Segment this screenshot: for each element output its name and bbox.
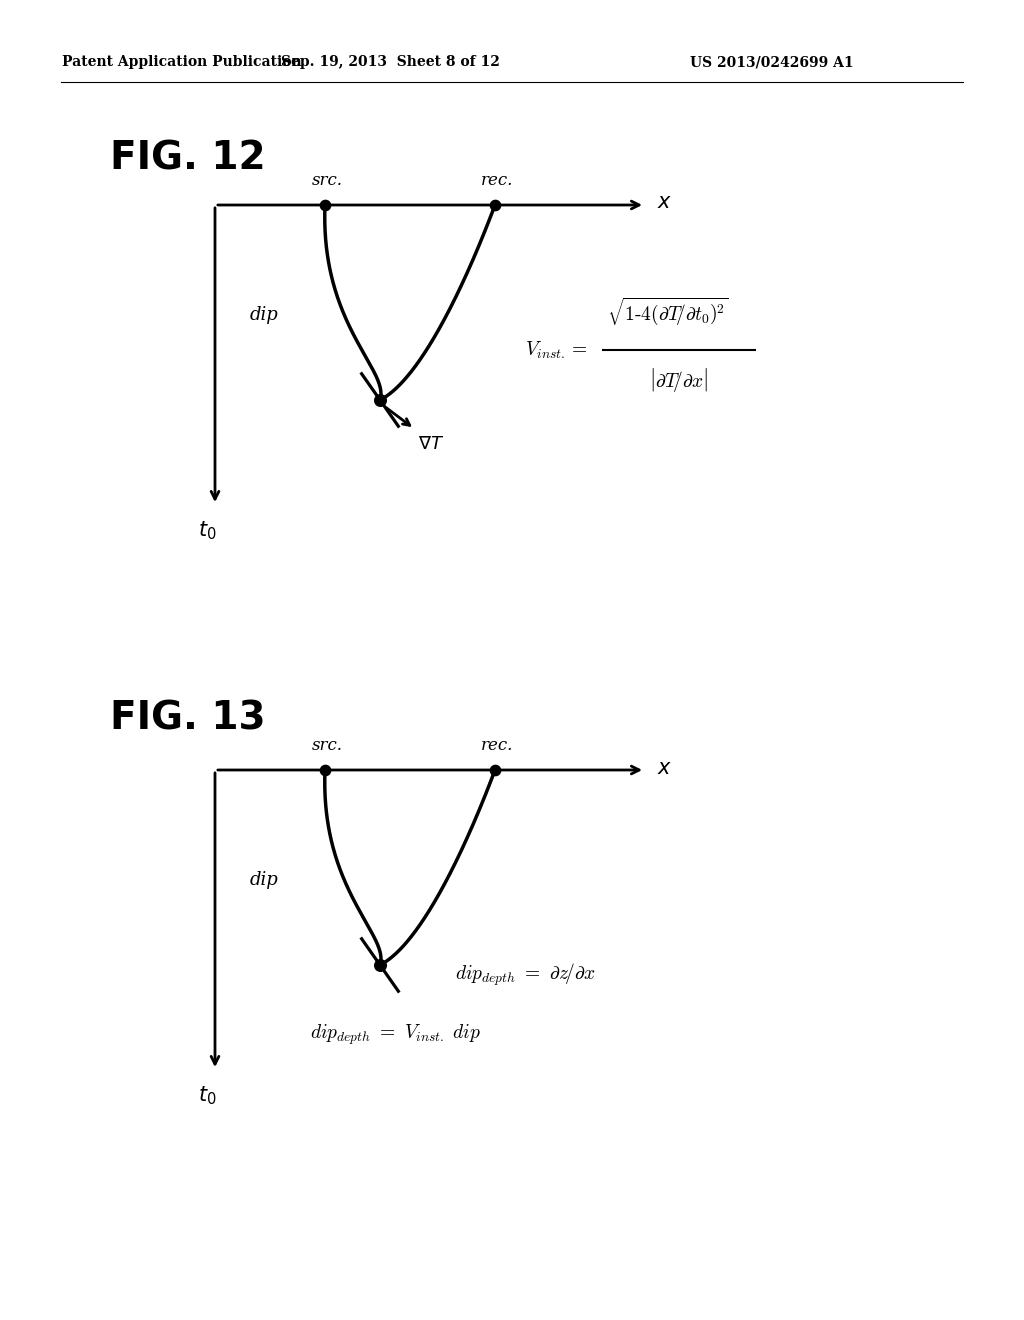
Text: rec.: rec.: [481, 172, 513, 189]
Text: FIG. 13: FIG. 13: [110, 700, 265, 738]
Text: US 2013/0242699 A1: US 2013/0242699 A1: [690, 55, 854, 69]
Point: [486, 194, 503, 215]
Text: $V_{\mathit{inst.}}=$: $V_{\mathit{inst.}}=$: [525, 339, 588, 360]
Text: $\sqrt{1\text{-}4\left(\partial T\!/\partial t_0\right)^{\!2}}$: $\sqrt{1\text{-}4\left(\partial T\!/\par…: [607, 296, 729, 329]
Text: src.: src.: [311, 737, 342, 754]
Point: [316, 759, 333, 780]
Text: rec.: rec.: [481, 737, 513, 754]
Text: $t_0$: $t_0$: [198, 1084, 216, 1106]
Text: $x$: $x$: [657, 194, 672, 213]
Text: $t_0$: $t_0$: [198, 519, 216, 541]
Text: Sep. 19, 2013  Sheet 8 of 12: Sep. 19, 2013 Sheet 8 of 12: [281, 55, 500, 69]
Text: $x$: $x$: [657, 759, 672, 777]
Text: dip: dip: [250, 306, 279, 323]
Text: dip: dip: [250, 871, 279, 888]
Text: $\nabla T$: $\nabla T$: [419, 434, 444, 453]
Point: [372, 389, 388, 411]
Point: [486, 759, 503, 780]
Text: FIG. 12: FIG. 12: [110, 140, 265, 178]
Point: [316, 194, 333, 215]
Point: [372, 954, 388, 975]
Text: $\mathit{dip}_{\mathit{depth}}\ =\ V_{\mathit{inst.}}\ \mathit{dip}$: $\mathit{dip}_{\mathit{depth}}\ =\ V_{\m…: [310, 1023, 481, 1047]
Text: Patent Application Publication: Patent Application Publication: [62, 55, 302, 69]
Text: $\mathit{dip}_{\mathit{depth}}\ =\ \partial z\!/\partial x$: $\mathit{dip}_{\mathit{depth}}\ =\ \part…: [455, 962, 596, 989]
Text: src.: src.: [311, 172, 342, 189]
Text: $\left|\partial T\!/\partial x\right|$: $\left|\partial T\!/\partial x\right|$: [649, 366, 709, 393]
